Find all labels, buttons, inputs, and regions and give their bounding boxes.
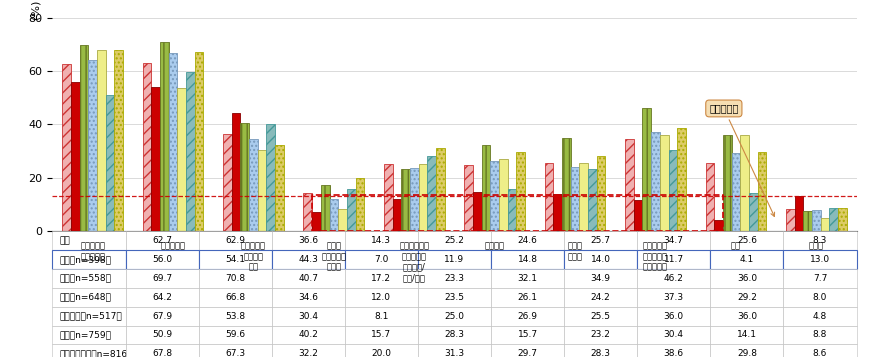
Bar	[338, 210, 347, 231]
Bar	[464, 166, 473, 231]
Bar	[275, 145, 284, 231]
Bar	[517, 152, 525, 231]
Bar	[642, 108, 651, 231]
Bar	[545, 162, 553, 231]
Bar	[80, 45, 88, 231]
Bar	[821, 218, 829, 231]
Bar	[490, 161, 499, 231]
Bar	[732, 153, 740, 231]
Bar	[562, 138, 571, 231]
Bar	[651, 132, 660, 231]
Text: 現実の友人: 現実の友人	[161, 242, 185, 251]
Bar	[473, 192, 482, 231]
Bar	[62, 64, 71, 231]
Bar	[419, 165, 427, 231]
Bar	[803, 211, 812, 231]
Text: 親戚: 親戚	[731, 242, 741, 251]
Bar	[794, 196, 803, 231]
Bar	[151, 87, 160, 231]
Text: 恋人・
妻や夫: 恋人・ 妻や夫	[567, 242, 583, 261]
Bar	[758, 152, 766, 231]
Text: 現実の特に
親しい友人: 現実の特に 親しい友人	[80, 242, 105, 261]
Bar	[177, 88, 186, 231]
Bar	[499, 159, 508, 231]
Text: 家族（祖父
母・両親・
子供・孫）: 家族（祖父 母・両親・ 子供・孫）	[643, 242, 668, 271]
Bar	[97, 50, 106, 231]
Bar	[597, 156, 606, 231]
Bar	[436, 148, 445, 231]
Bar	[356, 178, 364, 231]
Bar	[312, 195, 724, 231]
Bar	[669, 150, 677, 231]
Bar	[625, 139, 634, 231]
Bar	[312, 212, 321, 231]
Bar	[329, 199, 338, 231]
Bar	[677, 128, 686, 231]
Bar	[232, 113, 240, 231]
Bar	[786, 209, 794, 231]
Bar	[392, 199, 401, 231]
Bar	[106, 95, 114, 231]
Bar	[321, 185, 329, 231]
Bar	[88, 60, 97, 231]
Bar	[723, 135, 732, 231]
Bar	[267, 124, 275, 231]
Bar	[634, 200, 642, 231]
Text: 元同級生: 元同級生	[485, 242, 504, 251]
Bar	[427, 156, 436, 231]
Bar	[347, 189, 356, 231]
Bar	[186, 72, 195, 231]
Bar	[410, 169, 419, 231]
Bar	[705, 163, 714, 231]
Bar	[838, 208, 847, 231]
Bar	[249, 139, 258, 231]
Bar	[571, 167, 579, 231]
Bar	[660, 135, 669, 231]
Bar	[401, 169, 410, 231]
Bar	[71, 82, 80, 231]
Bar	[258, 150, 267, 231]
Bar	[240, 122, 249, 231]
Text: 日本は低い: 日本は低い	[709, 104, 774, 216]
Bar	[303, 193, 312, 231]
Bar	[384, 164, 392, 231]
Bar	[223, 134, 232, 231]
Bar	[482, 146, 490, 231]
Text: 職場の
上司・学校
の先生: 職場の 上司・学校 の先生	[322, 242, 346, 271]
Bar	[169, 53, 177, 231]
Bar	[749, 193, 758, 231]
Bar	[829, 207, 838, 231]
Bar	[195, 52, 204, 231]
Bar	[740, 135, 749, 231]
Bar	[579, 163, 588, 231]
Text: その他: その他	[808, 242, 824, 251]
Bar	[508, 189, 517, 231]
Bar	[588, 169, 597, 231]
Bar	[714, 220, 723, 231]
Text: ネットだけ
の知人・
友人: ネットだけ の知人・ 友人	[241, 242, 266, 271]
Bar	[553, 194, 562, 231]
Bar	[160, 42, 169, 231]
Text: 職場の同僚・
部下・学校
の同級生/
先輩/後輩: 職場の同僚・ 部下・学校 の同級生/ 先輩/後輩	[399, 242, 429, 282]
Bar	[114, 50, 123, 231]
Y-axis label: (%): (%)	[31, 0, 40, 19]
Bar	[142, 64, 151, 231]
Bar	[812, 210, 821, 231]
